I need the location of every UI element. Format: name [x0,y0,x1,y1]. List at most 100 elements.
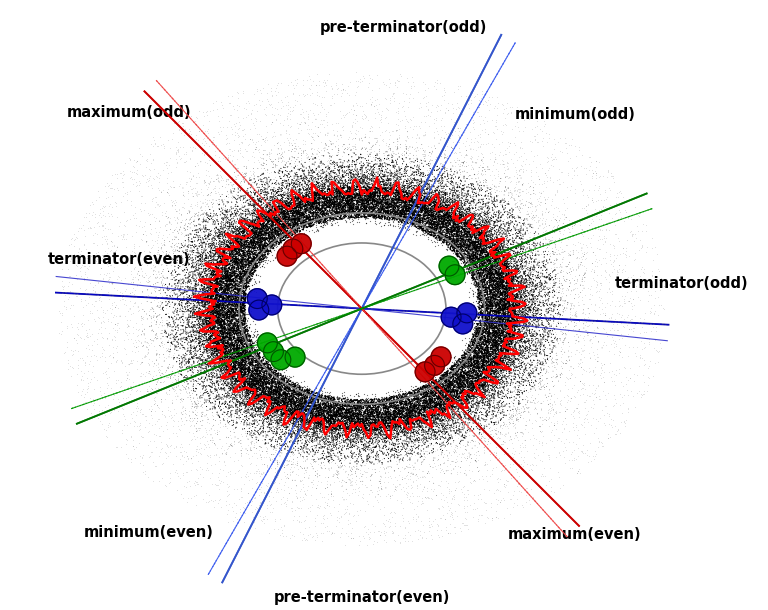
Point [439,207,451,217]
Point [455,212,467,222]
Point [170,382,183,392]
Point [208,224,220,234]
Point [326,445,339,455]
Point [234,269,247,279]
Point [472,334,485,344]
Point [445,367,457,377]
Point [289,153,301,163]
Point [222,467,234,476]
Point [228,270,240,280]
Point [486,386,498,396]
Point [505,359,517,369]
Point [437,209,449,218]
Point [208,259,220,268]
Point [485,266,498,276]
Point [398,198,410,207]
Point [643,339,655,349]
Point [207,257,220,267]
Point [248,216,260,226]
Point [285,394,297,404]
Point [226,340,238,350]
Point [260,381,272,390]
Point [528,278,540,288]
Point [253,197,265,207]
Point [462,222,474,232]
Point [174,262,186,271]
Point [362,184,374,194]
Point [472,359,485,369]
Point [508,311,521,321]
Point [213,251,225,260]
Point [591,449,603,459]
Point [484,336,496,345]
Point [544,321,556,331]
Point [378,181,390,190]
Point [483,391,495,401]
Point [230,244,243,254]
Point [353,445,366,454]
Point [483,273,495,283]
Point [220,500,232,510]
Point [224,380,237,390]
Point [257,255,269,265]
Point [424,223,436,233]
Point [231,259,243,269]
Point [236,364,248,374]
Point [568,284,580,294]
Point [188,276,200,285]
Point [188,283,200,293]
Point [214,271,227,281]
Point [406,407,418,417]
Point [379,170,392,180]
Point [528,263,540,273]
Point [544,462,556,472]
Point [354,165,366,174]
Point [480,209,492,219]
Point [438,403,450,412]
Point [476,282,488,292]
Point [182,277,194,287]
Point [511,276,523,285]
Point [187,351,200,361]
Point [481,232,493,242]
Point [239,498,251,508]
Point [488,375,501,384]
Point [341,398,353,407]
Point [488,276,500,285]
Point [258,377,270,387]
Point [227,249,240,259]
Point [207,317,220,327]
Point [262,399,274,409]
Point [238,215,250,225]
Point [443,386,455,396]
Point [386,443,398,453]
Point [570,336,582,345]
Point [459,380,472,390]
Point [509,305,521,315]
Point [377,155,389,165]
Point [503,420,515,429]
Point [343,481,356,490]
Point [144,287,157,297]
Point [488,354,500,364]
Point [495,364,508,373]
Point [262,393,274,403]
Point [246,376,258,386]
Point [534,285,546,295]
Point [415,386,428,396]
Point [147,240,159,249]
Point [212,271,224,281]
Point [473,318,485,328]
Point [432,207,445,217]
Point [261,430,273,440]
Point [336,415,348,425]
Point [371,419,383,429]
Point [230,226,243,236]
Point [343,182,355,192]
Point [177,258,190,268]
Point [502,310,514,320]
Point [437,192,449,201]
Point [449,361,461,370]
Point [482,267,494,276]
Point [518,296,530,306]
